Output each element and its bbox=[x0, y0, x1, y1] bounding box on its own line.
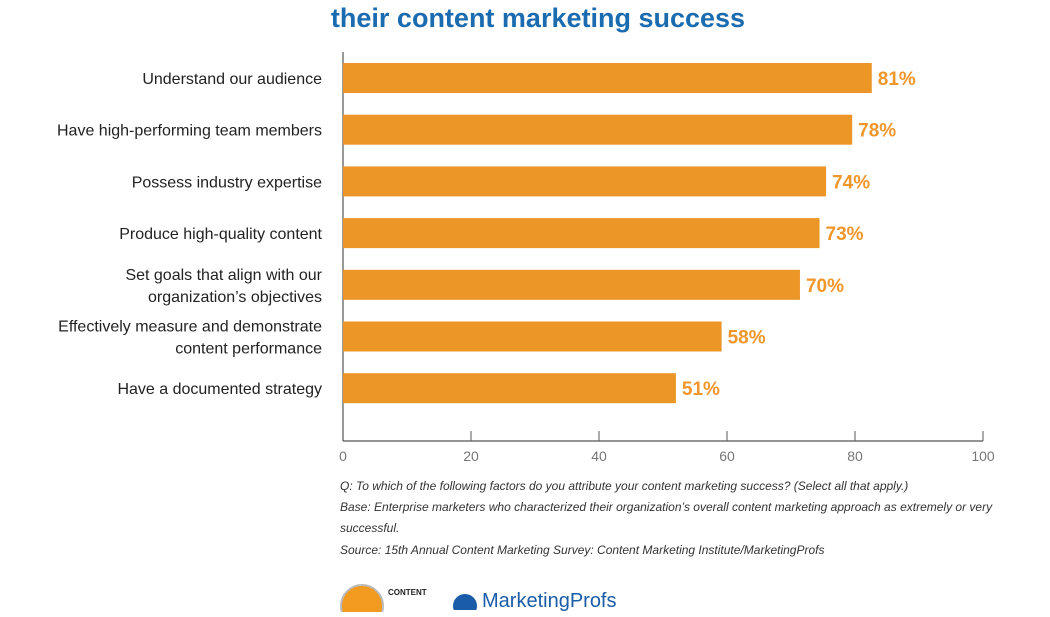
bar bbox=[343, 166, 827, 197]
bar bbox=[343, 114, 853, 145]
question-note: Q: To which of the following factors do … bbox=[340, 479, 909, 493]
category-label: Have high-performing team members bbox=[57, 123, 322, 140]
category-label: Produce high-quality content bbox=[119, 226, 322, 243]
x-tick-label: 60 bbox=[719, 448, 735, 464]
chart-title-line: their content marketing success bbox=[330, 3, 746, 33]
category-label: Effectively measure and demonstrate bbox=[58, 319, 322, 336]
x-tick-label: 100 bbox=[971, 448, 995, 464]
mp-logo-text: MarketingProfs bbox=[482, 590, 617, 612]
category-label: Set goals that align with our bbox=[125, 267, 322, 284]
x-tick-label: 0 bbox=[339, 448, 347, 464]
bar-value-label: 74% bbox=[832, 172, 870, 193]
mp-logo-icon bbox=[453, 594, 477, 617]
cmi-logo-text: CONTENT bbox=[388, 588, 427, 597]
x-tick-label: 20 bbox=[463, 448, 479, 464]
bar-value-label: 73% bbox=[826, 224, 864, 245]
category-label: Have a documented strategy bbox=[117, 381, 322, 398]
category-label: content performance bbox=[175, 341, 322, 358]
x-tick-label: 80 bbox=[847, 448, 863, 464]
category-label: Understand our audience bbox=[142, 71, 322, 88]
bar-value-label: 70% bbox=[806, 276, 844, 297]
bar-value-label: 58% bbox=[728, 328, 766, 349]
bar bbox=[343, 218, 820, 249]
category-label: organization’s objectives bbox=[148, 289, 322, 306]
bar-value-label: 81% bbox=[878, 69, 916, 90]
bar bbox=[343, 269, 800, 300]
bar-value-label: 51% bbox=[682, 379, 720, 400]
bar-chart: 0 20 40 60 80 100 81% Understand our audience 78… bbox=[57, 52, 995, 464]
bar-value-label: 78% bbox=[858, 121, 896, 142]
category-label: Possess industry expertise bbox=[132, 174, 322, 191]
cmi-logo-icon bbox=[340, 584, 384, 617]
marketingprofs-logo: MarketingProfs bbox=[452, 590, 617, 617]
bar bbox=[343, 63, 872, 93]
bar bbox=[343, 321, 722, 352]
base-note: Base: Enterprise marketers who character… bbox=[340, 500, 993, 535]
x-tick-label: 40 bbox=[591, 448, 607, 464]
source-note: Source: 15th Annual Content Marketing Su… bbox=[340, 543, 825, 557]
bar bbox=[343, 373, 676, 404]
